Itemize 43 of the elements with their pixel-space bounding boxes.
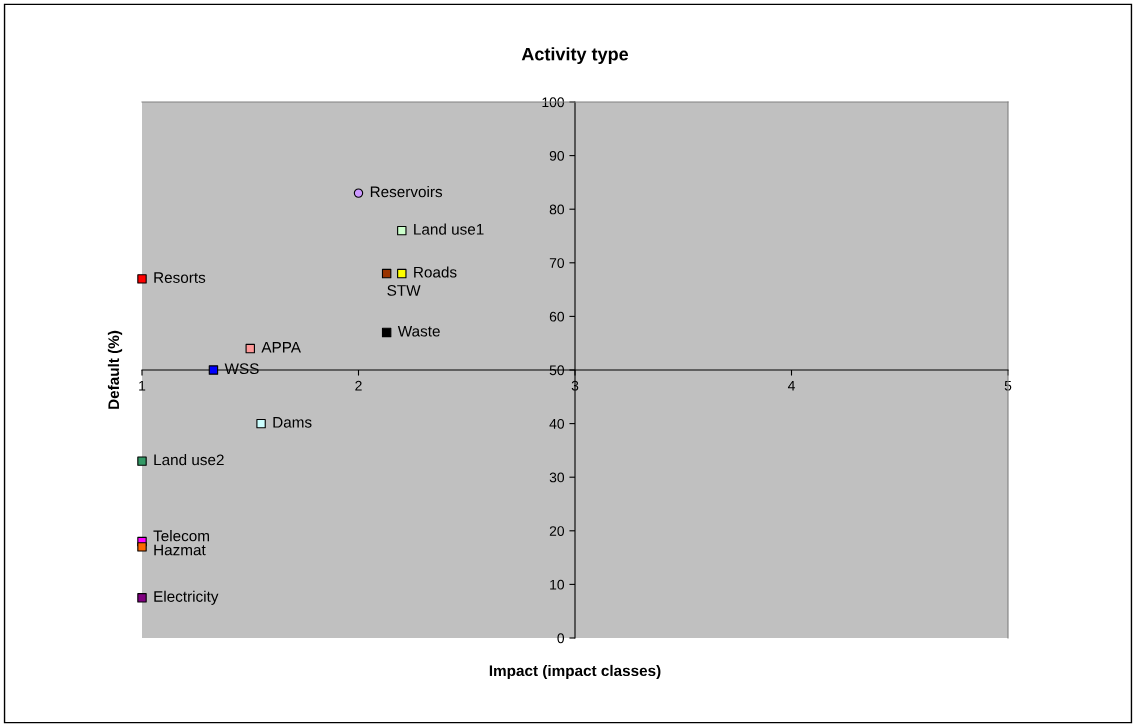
point: [137, 542, 147, 552]
x-tick-label: 4: [787, 380, 795, 391]
x-tick-label: 2: [355, 380, 362, 391]
y-tick-label: 100: [542, 97, 565, 108]
y-axis-title: Default (%): [107, 330, 123, 409]
x-tick-label: 1: [139, 380, 146, 391]
y-tick-label: 80: [549, 204, 565, 215]
series-label: APPA: [261, 342, 301, 353]
y-tick-label: 40: [549, 418, 565, 429]
series-label: Electricity: [154, 590, 219, 605]
point: [397, 268, 407, 279]
y-tick-label: 10: [550, 579, 565, 590]
point: [381, 327, 392, 338]
y-tick-label: 50: [549, 365, 565, 376]
point: [137, 593, 147, 603]
series-label: Land use2: [154, 454, 224, 466]
point: [397, 225, 407, 236]
chart-title: Activity type: [521, 47, 629, 65]
y-tick-label: 60: [549, 311, 565, 322]
series-label: Telecom: [153, 530, 209, 542]
y-tick-label: 70: [549, 258, 565, 268]
series-label: Reservoirs: [370, 186, 443, 198]
series-label: Dams: [273, 417, 312, 428]
point: [137, 274, 147, 284]
point: [245, 343, 255, 354]
point: [137, 456, 147, 466]
series-label: Roads: [414, 266, 457, 278]
series-label: WSS: [224, 363, 259, 375]
y-tick-label: 20: [549, 526, 565, 536]
x-tick-label: 5: [1004, 380, 1012, 391]
x-axis-title: Impact (impact classes): [489, 664, 661, 680]
y-tick-label: 0: [557, 633, 565, 644]
y-tick-label: 90: [549, 150, 565, 161]
point: [256, 418, 266, 429]
y-tick-label: 30: [549, 472, 565, 483]
series-label: Hazmat: [154, 544, 206, 556]
point: [381, 268, 392, 279]
series-label: Waste: [397, 325, 440, 337]
series-label: Resorts: [154, 272, 206, 283]
point: [208, 365, 219, 375]
series-label: STW: [387, 285, 421, 296]
series-label: Land use1: [414, 223, 484, 235]
point: [353, 188, 364, 198]
